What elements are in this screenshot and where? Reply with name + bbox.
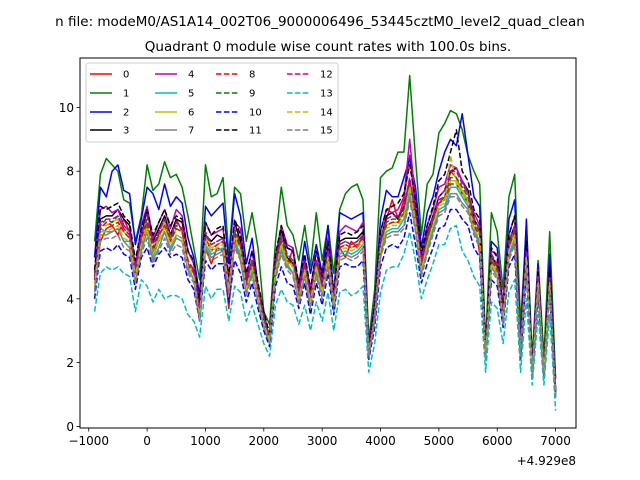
plot-area bbox=[93, 74, 557, 411]
series-line-8 bbox=[93, 183, 557, 395]
legend-label-4: 4 bbox=[188, 70, 194, 81]
series-line-11 bbox=[93, 129, 557, 392]
series-line-14 bbox=[93, 154, 557, 395]
y-tick-label: 10 bbox=[59, 101, 74, 115]
y-tick-label: 8 bbox=[66, 165, 74, 179]
y-tick-label: 6 bbox=[66, 229, 74, 243]
x-tick-label: 7000 bbox=[540, 434, 571, 448]
series-line-1 bbox=[93, 74, 557, 379]
legend-label-13: 13 bbox=[320, 89, 333, 100]
legend-label-1: 1 bbox=[123, 89, 129, 100]
x-tick-label: 1000 bbox=[190, 434, 221, 448]
legend-label-7: 7 bbox=[188, 126, 194, 137]
x-tick-label: 0 bbox=[143, 434, 151, 448]
y-tick-label: 0 bbox=[66, 420, 74, 434]
legend-label-10: 10 bbox=[249, 108, 262, 119]
legend-box bbox=[85, 62, 339, 143]
series-line-13 bbox=[93, 224, 557, 411]
series-line-2 bbox=[93, 113, 557, 392]
legend-label-2: 2 bbox=[123, 108, 129, 119]
y-tick-label: 2 bbox=[66, 356, 74, 370]
axis-ticks: −1000 0 1000 2000 3000 4000 5000 6000 7000024681… bbox=[59, 101, 571, 448]
x-tick-label: 2000 bbox=[249, 434, 280, 448]
x-tick-label: 3000 bbox=[307, 434, 338, 448]
x-tick-label: −1000 bbox=[68, 434, 109, 448]
legend-label-6: 6 bbox=[188, 108, 194, 119]
series-line-12 bbox=[93, 170, 557, 395]
x-tick-label: 4000 bbox=[365, 434, 396, 448]
legend-label-11: 11 bbox=[249, 126, 262, 137]
legend-label-5: 5 bbox=[188, 89, 194, 100]
series-line-9 bbox=[93, 176, 557, 395]
legend-label-14: 14 bbox=[320, 108, 333, 119]
legend-label-3: 3 bbox=[123, 126, 129, 137]
series-line-4 bbox=[93, 138, 557, 392]
x-axis-offset-text: +4.929e8 bbox=[517, 454, 576, 468]
x-tick-label: 5000 bbox=[424, 434, 455, 448]
series-line-15 bbox=[93, 196, 557, 398]
x-tick-label: 6000 bbox=[482, 434, 513, 448]
legend-label-9: 9 bbox=[249, 89, 255, 100]
chart-title: Quadrant 0 module wise count rates with … bbox=[145, 39, 511, 55]
legend-label-0: 0 bbox=[123, 70, 129, 81]
figure-suptitle: n file: modeM0/AS1A14_002T06_9000006496_… bbox=[55, 14, 585, 30]
axes-frame bbox=[79, 57, 577, 429]
y-tick-label: 4 bbox=[66, 292, 74, 306]
legend-label-12: 12 bbox=[320, 70, 333, 81]
legend-label-8: 8 bbox=[249, 70, 255, 81]
legend-label-15: 15 bbox=[320, 126, 333, 137]
